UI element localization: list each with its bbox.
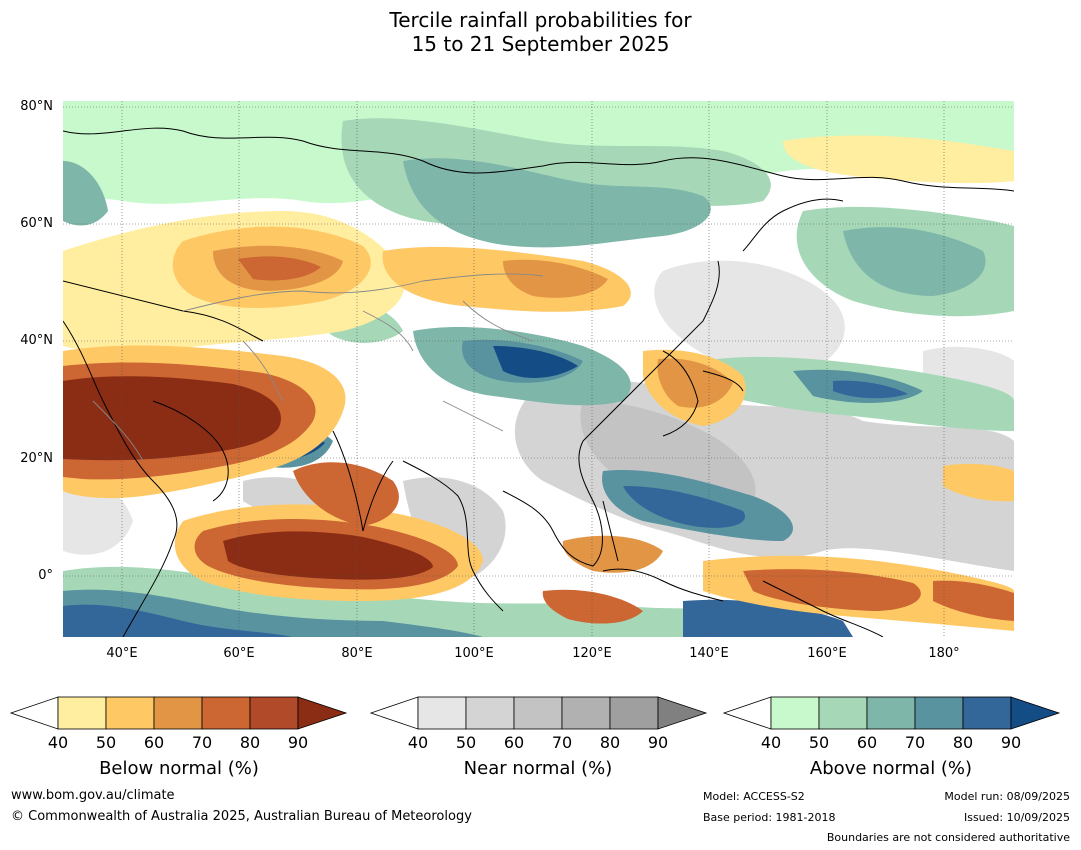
below-tick-70: 70 (191, 733, 213, 752)
near-tick-60: 60 (503, 733, 525, 752)
footer-copyright: © Commonwealth of Australia 2025, Austra… (11, 809, 472, 824)
colorbar-above-min-arrow (723, 696, 772, 730)
footer-model: Model: ACCESS-S2 (703, 790, 805, 803)
lat-label-60n: 60°N (20, 216, 53, 231)
colorbar-near-cell-0 (417, 696, 467, 730)
lon-label-180: 180° (928, 646, 960, 661)
colorbar-title-near: Near normal (%) (463, 758, 613, 779)
footer-disclaimer: Boundaries are not considered authoritat… (826, 831, 1070, 844)
above-tick-60: 60 (856, 733, 878, 752)
lon-label-140e: 140°E (689, 646, 729, 661)
map-title-line1: Tercile rainfall probabilities for (389, 8, 692, 32)
colorbar-below-max-arrow (297, 696, 348, 730)
near-tick-90: 90 (647, 733, 669, 752)
rainfall-probability-map (63, 101, 1014, 637)
colorbar-near-cell-1 (465, 696, 515, 730)
colorbar-below-cell-0 (57, 696, 107, 730)
colorbar-near-normal (370, 696, 708, 730)
colorbar-near-cell-4 (609, 696, 659, 730)
lon-label-60e: 60°E (223, 646, 255, 661)
below-tick-80: 80 (239, 733, 261, 752)
map-canvas (63, 101, 1014, 637)
near-tick-40: 40 (407, 733, 429, 752)
above-tick-40: 40 (760, 733, 782, 752)
colorbar-near-cell-2 (513, 696, 563, 730)
lat-label-0: 0° (38, 568, 53, 583)
above-tick-90: 90 (1000, 733, 1022, 752)
colorbar-above-normal (723, 696, 1061, 730)
colorbar-above-cell-1 (818, 696, 868, 730)
colorbar-near-cell-3 (561, 696, 611, 730)
below-tick-50: 50 (95, 733, 117, 752)
colorbar-above-cell-0 (770, 696, 820, 730)
above-tick-70: 70 (904, 733, 926, 752)
above-tick-50: 50 (808, 733, 830, 752)
lat-label-40n: 40°N (20, 333, 53, 348)
below-tick-40: 40 (47, 733, 69, 752)
colorbar-above-max-arrow (1010, 696, 1061, 730)
lat-label-80n: 80°N (20, 99, 53, 114)
near-tick-50: 50 (455, 733, 477, 752)
map-title-line2: 15 to 21 September 2025 (411, 32, 670, 56)
lat-label-20n: 20°N (20, 451, 53, 466)
below-normal-areas (63, 135, 1014, 631)
colorbar-below-cell-2 (153, 696, 203, 730)
near-tick-80: 80 (599, 733, 621, 752)
lon-label-100e: 100°E (454, 646, 494, 661)
colorbar-above-cell-3 (914, 696, 964, 730)
below-tick-90: 90 (287, 733, 309, 752)
lon-label-120e: 120°E (572, 646, 612, 661)
colorbar-near-max-arrow (657, 696, 708, 730)
above-tick-80: 80 (952, 733, 974, 752)
colorbar-below-cell-1 (105, 696, 155, 730)
footer-issued: Issued: 10/09/2025 (963, 811, 1070, 824)
colorbar-above-cell-2 (866, 696, 916, 730)
country-borders (92, 273, 544, 462)
lon-label-80e: 80°E (341, 646, 373, 661)
above-normal-areas (63, 101, 1014, 637)
footer-base-period: Base period: 1981-2018 (703, 811, 836, 824)
colorbar-below-cell-3 (201, 696, 251, 730)
footer-url: www.bom.gov.au/climate (11, 788, 175, 803)
colorbar-title-above: Above normal (%) (809, 758, 973, 779)
colorbar-above-cell-4 (962, 696, 1012, 730)
colorbar-title-below: Below normal (%) (99, 758, 259, 779)
colorbar-below-min-arrow (10, 696, 59, 730)
graticule (63, 101, 1014, 637)
colorbar-below-normal (10, 696, 348, 730)
footer-model-run: Model run: 08/09/2025 (944, 790, 1070, 803)
near-tick-70: 70 (551, 733, 573, 752)
below-tick-60: 60 (143, 733, 165, 752)
colorbar-below-cell-4 (249, 696, 299, 730)
colorbar-near-min-arrow (370, 696, 419, 730)
lon-label-40e: 40°E (106, 646, 138, 661)
lon-label-160e: 160°E (807, 646, 847, 661)
coastlines (63, 127, 1014, 637)
